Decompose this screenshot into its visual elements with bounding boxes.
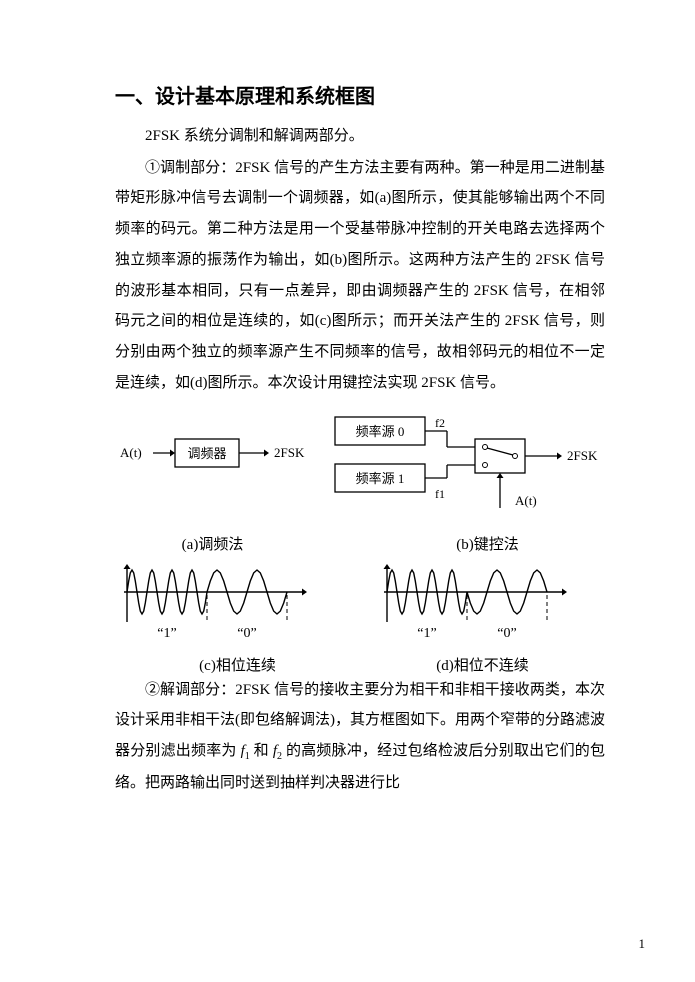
caption-c: (c)相位连续 [115,654,360,675]
svg-text:2FSK: 2FSK [274,445,305,460]
document-page: 一、设计基本原理和系统框图 2FSK 系统分调制和解调两部分。 ①调制部分：2F… [0,0,695,982]
diagram-fm-method: A(t) 调频器 2FSK [115,409,315,499]
svg-text:f1: f1 [435,487,445,501]
svg-text:频率源 1: 频率源 1 [356,471,405,486]
caption-b: (b)键控法 [370,533,605,554]
svg-text:“0”: “0” [237,626,256,641]
svg-text:“0”: “0” [497,626,516,641]
waveform-phase-continuous: “1” “0” [115,562,345,652]
svg-text:A(t): A(t) [120,445,142,460]
caption-a: (a)调频法 [95,533,330,554]
caption-d: (d)相位不连续 [360,654,605,675]
waveform-phase-discontinuous: “1” “0” [375,562,605,652]
svg-text:“1”: “1” [417,626,436,641]
diagram-row-waves: “1” “0” “1” “0” [115,562,605,652]
para2-text-mid: 和 [250,743,273,759]
diagram-row-block: A(t) 调频器 2FSK 频率源 0 频率源 1 f2 f1 2FSK A(t) [115,409,605,529]
svg-text:频率源 0: 频率源 0 [356,424,405,439]
svg-text:f2: f2 [435,416,445,430]
paragraph-modulation: ①调制部分：2FSK 信号的产生方法主要有两种。第一种是用二进制基带矩形脉冲信号… [115,153,605,399]
svg-text:“1”: “1” [157,626,176,641]
caption-row-ab: (a)调频法 (b)键控法 [115,533,605,554]
svg-text:2FSK: 2FSK [567,448,598,463]
svg-text:A(t): A(t) [515,493,537,508]
intro-line: 2FSK 系统分调制和解调两部分。 [115,121,605,153]
page-number: 1 [639,936,646,952]
caption-row-cd: (c)相位连续 (d)相位不连续 [115,654,605,675]
section-heading: 一、设计基本原理和系统框图 [115,80,605,109]
diagram-keying-method: 频率源 0 频率源 1 f2 f1 2FSK A(t) [325,409,605,529]
paragraph-demodulation: ②解调部分：2FSK 信号的接收主要分为相干和非相干接收两类，本次设计采用非相干… [115,675,605,799]
svg-text:调频器: 调频器 [187,446,226,461]
